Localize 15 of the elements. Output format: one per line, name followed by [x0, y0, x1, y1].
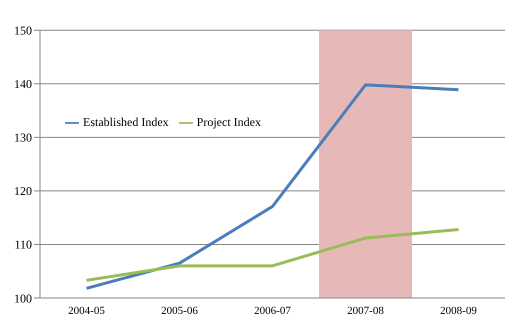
- y-tick-label: 130: [14, 130, 32, 145]
- y-tick-label: 120: [14, 184, 32, 198]
- x-tick-label: 2008-09: [440, 304, 478, 317]
- legend-label: Established Index: [83, 115, 169, 129]
- y-tick-label: 140: [14, 77, 32, 92]
- y-tick-label: 150: [14, 24, 32, 38]
- line-series: [85, 228, 460, 282]
- x-tick-label: 2004-05: [68, 304, 106, 317]
- y-tick-label: 100: [14, 291, 32, 306]
- x-tick-label: 2007-08: [347, 304, 384, 317]
- x-tick-label: 2006-07: [254, 304, 292, 317]
- line-series: [85, 83, 460, 290]
- legend-label: Project Index: [196, 115, 261, 129]
- y-tick-label: 110: [14, 238, 32, 252]
- x-tick-label: 2005-06: [161, 304, 198, 317]
